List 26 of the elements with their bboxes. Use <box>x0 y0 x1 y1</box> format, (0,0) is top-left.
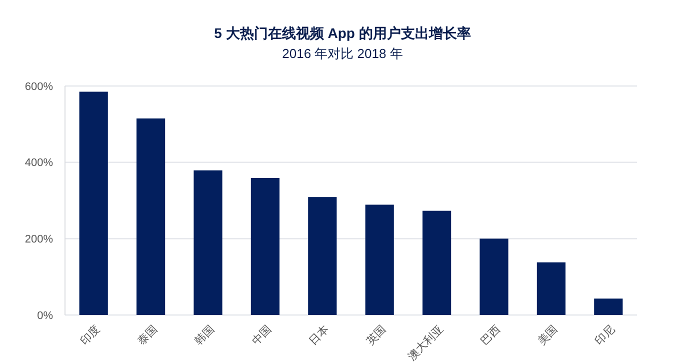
bar <box>480 238 508 315</box>
x-tick-label: 英国 <box>364 322 388 348</box>
x-tick-label: 泰国 <box>136 323 160 348</box>
x-tick-label: 印尼 <box>592 322 618 348</box>
chart-subtitle: 2016 年对比 2018 年 <box>282 46 403 61</box>
y-tick-label: 200% <box>24 234 54 246</box>
bar <box>136 118 166 315</box>
bar <box>536 262 566 315</box>
x-tick-label: 澳大利亚 <box>405 322 446 363</box>
bar <box>422 210 452 315</box>
x-tick-label: 印度 <box>78 322 102 348</box>
x-tick-label: 美国 <box>535 322 560 348</box>
bar <box>594 298 623 315</box>
y-tick-label: 0% <box>37 310 54 322</box>
bar <box>194 170 222 315</box>
chart-title: 5 大热门在线视频 App 的用户支出增长率 <box>214 25 471 41</box>
x-tick-label: 中国 <box>249 322 274 348</box>
bar <box>365 204 394 315</box>
bar <box>250 178 280 315</box>
y-tick-label: 600% <box>24 80 54 93</box>
bar <box>308 197 337 315</box>
bar <box>79 92 108 315</box>
x-tick-label: 巴西 <box>478 323 503 348</box>
y-tick-label: 400% <box>24 157 54 170</box>
x-tick-label: 韩国 <box>192 322 217 348</box>
x-tick-label: 日本 <box>306 322 332 348</box>
